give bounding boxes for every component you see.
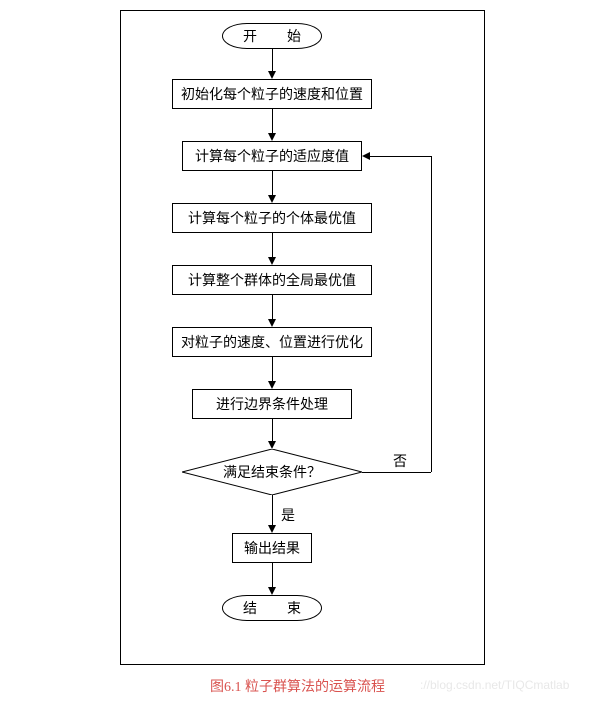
arrow-head	[268, 441, 276, 449]
node-cond-label: 满足结束条件？	[223, 462, 321, 482]
node-gbest: 计算整个群体的全局最优值	[172, 265, 372, 295]
node-pbest: 计算每个粒子的个体最优值	[172, 203, 372, 233]
arrow-head	[268, 71, 276, 79]
edge-pbest-gbest	[272, 233, 273, 259]
edge-fitness-pbest	[272, 171, 273, 197]
node-evolve: 对粒子的速度、位置进行优化	[172, 327, 372, 357]
node-output: 输出结果	[232, 533, 312, 563]
edge-bound-cond	[272, 419, 273, 443]
edge-gbest-evolve	[272, 295, 273, 321]
node-output-label: 输出结果	[244, 538, 300, 558]
label-yes: 是	[281, 505, 295, 525]
watermark-text: ://blog.csdn.net/TIQCmatlab	[420, 678, 569, 692]
edge-start-init	[272, 49, 273, 73]
edge-loop-up	[431, 156, 432, 472]
node-fitness: 计算每个粒子的适应度值	[182, 141, 362, 171]
edge-output-end	[272, 563, 273, 589]
node-bound: 进行边界条件处理	[192, 389, 352, 419]
arrow-head	[268, 525, 276, 533]
node-bound-label: 进行边界条件处理	[216, 394, 328, 414]
label-no: 否	[393, 451, 407, 471]
edge-loop-left	[370, 156, 432, 157]
node-end: 结 束	[222, 595, 322, 621]
arrow-head	[268, 319, 276, 327]
node-cond: 满足结束条件？	[182, 449, 362, 495]
node-start: 开 始	[222, 23, 322, 49]
arrow-head	[268, 381, 276, 389]
arrow-head	[268, 133, 276, 141]
node-init-label: 初始化每个粒子的速度和位置	[181, 84, 363, 104]
edge-loop-right	[362, 472, 431, 473]
edge-init-fitness	[272, 109, 273, 135]
node-fitness-label: 计算每个粒子的适应度值	[195, 146, 349, 166]
flowchart-canvas: 开 始 初始化每个粒子的速度和位置 计算每个粒子的适应度值 计算每个粒子的个体最…	[120, 10, 485, 665]
arrow-head	[268, 587, 276, 595]
arrow-head	[268, 257, 276, 265]
edge-evolve-bound	[272, 357, 273, 383]
figure-caption: 图6.1 粒子群算法的运算流程	[210, 676, 385, 696]
node-start-label: 开 始	[243, 26, 309, 46]
node-init: 初始化每个粒子的速度和位置	[172, 79, 372, 109]
arrow-head	[362, 152, 370, 160]
node-end-label: 结 束	[243, 598, 309, 618]
arrow-head	[268, 195, 276, 203]
edge-cond-output	[272, 495, 273, 527]
node-gbest-label: 计算整个群体的全局最优值	[188, 270, 356, 290]
node-evolve-label: 对粒子的速度、位置进行优化	[181, 332, 363, 352]
node-pbest-label: 计算每个粒子的个体最优值	[188, 208, 356, 228]
